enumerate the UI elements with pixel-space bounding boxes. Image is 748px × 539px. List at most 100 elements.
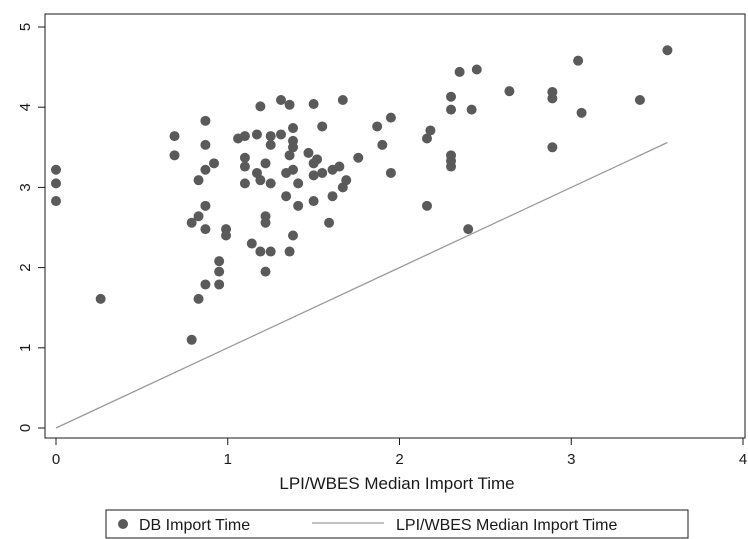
data-point (317, 121, 328, 132)
x-axis: 0 1 2 3 4 (52, 438, 747, 468)
data-point (275, 94, 286, 105)
data-point (293, 200, 304, 211)
data-point (327, 191, 338, 202)
data-point (662, 45, 673, 56)
data-point (471, 64, 482, 75)
data-point (193, 175, 204, 186)
data-point (251, 129, 262, 140)
data-point (260, 158, 271, 169)
data-point (547, 142, 558, 153)
data-point (193, 211, 204, 222)
legend-label-db-import-time: DB Import Time (139, 517, 250, 534)
y-tick-label: 2 (17, 263, 34, 271)
data-point (260, 266, 271, 277)
data-point (239, 152, 250, 163)
data-point (169, 150, 180, 161)
x-tick-label: 3 (567, 451, 575, 468)
data-point (239, 161, 250, 172)
y-tick-label: 1 (17, 344, 34, 352)
data-point (51, 178, 61, 189)
data-point (255, 175, 266, 186)
data-point (337, 94, 348, 105)
data-point (573, 55, 584, 66)
data-point (200, 200, 211, 211)
legend-box (105, 509, 689, 539)
data-point (308, 196, 319, 207)
y-tick-label: 4 (17, 103, 34, 111)
data-point (446, 104, 457, 115)
data-point (255, 246, 266, 257)
data-point (293, 178, 304, 189)
x-axis-title: LPI/WBES Median Import Time (279, 474, 514, 493)
data-point (214, 256, 225, 267)
x-tick-label: 2 (395, 451, 403, 468)
data-point (51, 196, 61, 207)
data-point (288, 164, 299, 175)
data-point (421, 200, 432, 211)
data-point (193, 293, 204, 304)
legend-label-lpi-wbes: LPI/WBES Median Import Time (396, 517, 618, 534)
data-point (209, 158, 220, 169)
data-point (385, 112, 396, 123)
reference-line (55, 141, 668, 429)
data-point (51, 164, 61, 175)
data-point (265, 131, 276, 142)
data-point (446, 161, 457, 172)
y-tick-label: 5 (17, 23, 34, 31)
data-point (246, 238, 257, 249)
data-point (317, 167, 328, 178)
data-point (284, 99, 295, 110)
data-point (221, 230, 232, 241)
data-point (186, 334, 197, 345)
data-point (214, 279, 225, 290)
data-point (308, 98, 319, 109)
data-point (281, 191, 292, 202)
data-point (377, 139, 388, 150)
data-point (466, 104, 477, 115)
data-point (288, 142, 299, 153)
data-point (169, 131, 180, 142)
data-point (200, 224, 211, 235)
plot-frame (44, 13, 746, 439)
data-point (200, 279, 211, 290)
y-axis: 0 1 2 3 4 5 (17, 23, 45, 432)
data-point (200, 164, 211, 175)
data-point (421, 133, 432, 144)
data-point (372, 121, 383, 132)
legend-marker-db-import-time (118, 519, 128, 529)
data-point (547, 93, 558, 104)
data-point (200, 139, 211, 150)
data-point (239, 131, 250, 142)
data-point (576, 107, 587, 118)
data-point (284, 246, 295, 257)
data-point (353, 152, 364, 163)
data-point (454, 66, 465, 77)
y-tick-label: 0 (17, 424, 34, 432)
data-point (95, 293, 106, 304)
data-point (303, 147, 314, 158)
data-point (265, 246, 276, 257)
data-point (504, 86, 515, 97)
data-point (288, 123, 299, 134)
data-point (341, 175, 352, 186)
data-point (200, 115, 211, 126)
data-point (265, 139, 276, 150)
legend: DB Import Time LPI/WBES Median Import Ti… (105, 509, 689, 539)
data-point (284, 150, 295, 161)
x-tick-label: 0 (52, 451, 60, 468)
data-point (288, 230, 299, 241)
data-point (214, 266, 225, 277)
data-point (275, 129, 286, 140)
data-point (463, 224, 474, 235)
data-point (324, 217, 335, 228)
data-point (334, 161, 345, 172)
data-point (446, 91, 457, 102)
data-point (255, 101, 266, 112)
data-point (239, 178, 250, 189)
x-tick-label: 4 (739, 451, 747, 468)
data-point (260, 217, 271, 228)
data-point (425, 125, 436, 136)
data-point (634, 94, 645, 105)
data-point (186, 217, 197, 228)
